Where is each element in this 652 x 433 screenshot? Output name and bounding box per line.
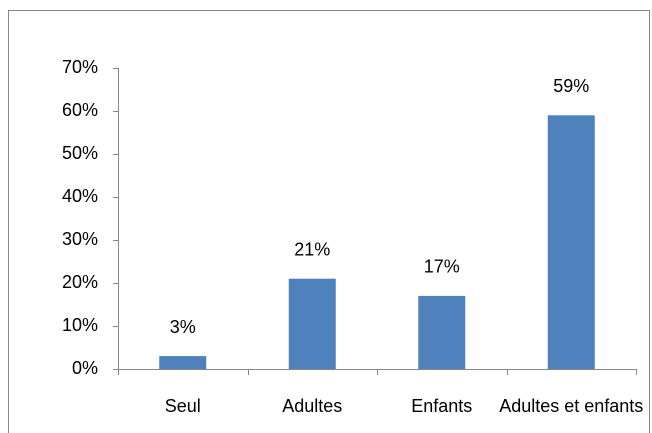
- data-label: 3%: [170, 317, 196, 337]
- y-tick-label: 60%: [62, 100, 98, 120]
- x-tick-label: Adultes: [282, 396, 342, 416]
- x-tick-label: Adultes et enfants: [499, 396, 643, 416]
- data-label: 59%: [553, 76, 589, 96]
- data-label: 17%: [424, 257, 460, 277]
- bar: [418, 295, 466, 369]
- y-tick-label: 70%: [62, 57, 98, 77]
- y-tick-label: 20%: [62, 272, 98, 292]
- bar: [547, 115, 595, 369]
- x-tick-label: Seul: [165, 396, 201, 416]
- chart-frame: [8, 10, 650, 433]
- y-tick-label: 40%: [62, 186, 98, 206]
- y-tick-label: 30%: [62, 229, 98, 249]
- data-label: 21%: [294, 239, 330, 259]
- bar: [288, 278, 336, 369]
- bar: [159, 356, 207, 369]
- y-tick-label: 0%: [72, 358, 98, 378]
- x-tick-label: Enfants: [411, 396, 472, 416]
- y-tick-label: 10%: [62, 315, 98, 335]
- y-tick-label: 50%: [62, 143, 98, 163]
